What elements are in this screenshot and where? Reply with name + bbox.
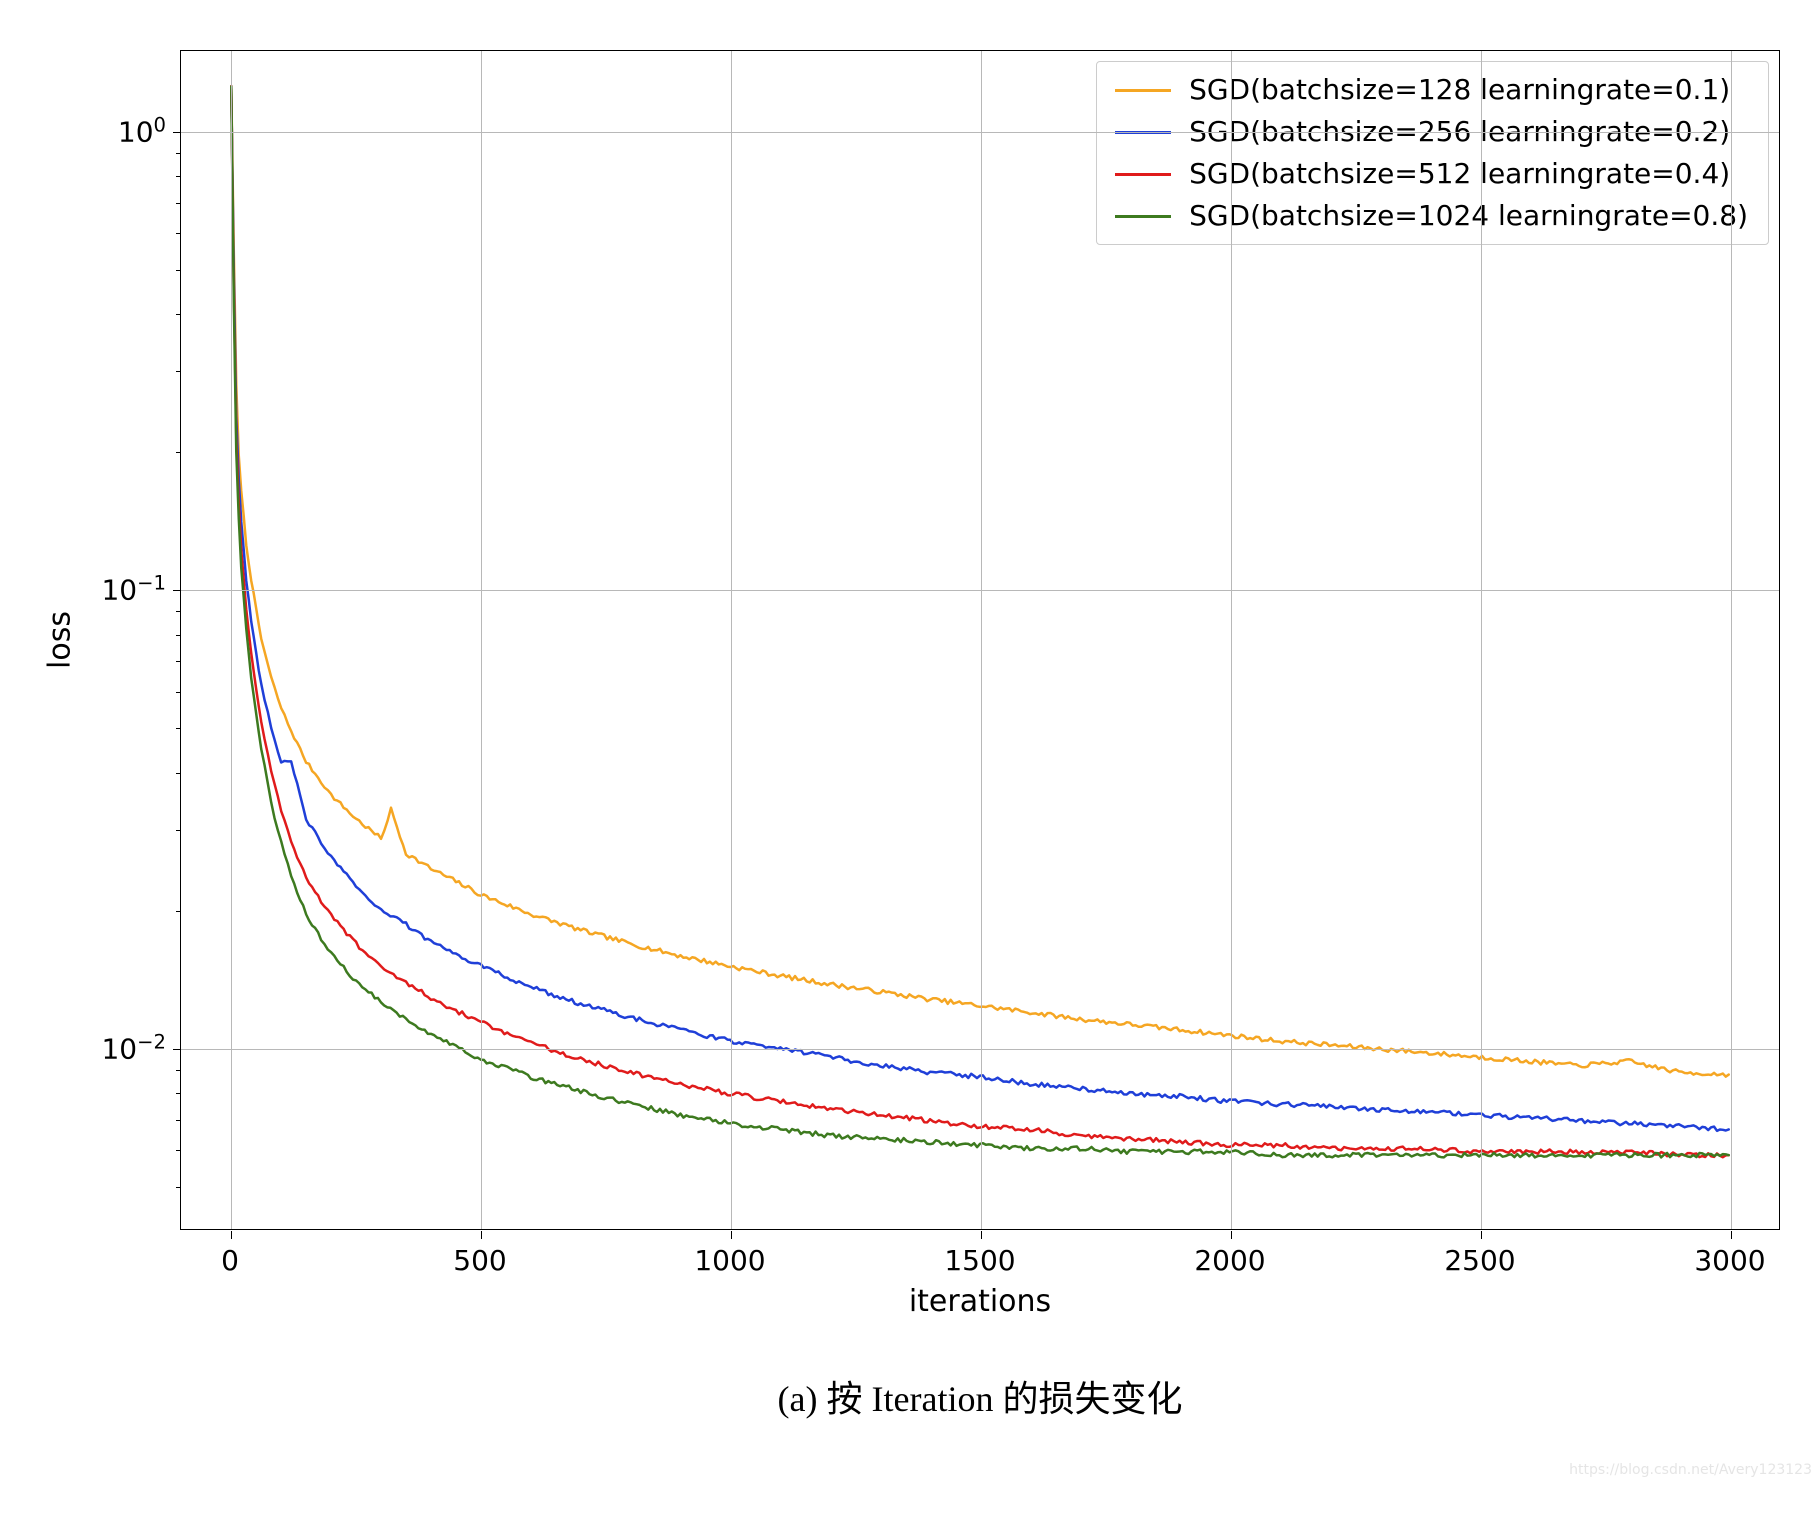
x-tick-label: 2500 [1444,1244,1515,1277]
plot-area: SGD(batchsize=128 learningrate=0.1) SGD(b… [180,50,1780,1230]
y-minor-tick-mark [176,452,181,453]
y-tick-mark [173,132,181,133]
legend-item: SGD(batchsize=512 learningrate=0.4) [1115,160,1748,188]
y-tick-label: 10−1 [96,571,166,606]
series-line-sgd-1024 [231,86,1728,1157]
y-minor-tick-mark [176,314,181,315]
y-tick-label: 100 [96,113,166,148]
y-tick-mark [173,590,181,591]
x-tick-label: 500 [453,1244,506,1277]
y-minor-tick-mark [176,1120,181,1121]
y-minor-tick-mark [176,728,181,729]
legend: SGD(batchsize=128 learningrate=0.1) SGD(b… [1096,61,1769,245]
y-minor-tick-mark [176,203,181,204]
y-minor-tick-mark [176,1187,181,1188]
x-tick-mark [731,1231,732,1239]
legend-item: SGD(batchsize=128 learningrate=0.1) [1115,76,1748,104]
y-tick-label: 10−2 [96,1030,166,1065]
grid-line-vertical [731,51,732,1229]
x-tick-label: 3000 [1694,1244,1765,1277]
y-minor-tick-mark [176,692,181,693]
y-minor-tick-mark [176,1093,181,1094]
legend-label: SGD(batchsize=1024 learningrate=0.8) [1189,202,1748,230]
y-minor-tick-mark [176,176,181,177]
y-tick-mark [173,1049,181,1050]
x-tick-label: 1500 [944,1244,1015,1277]
y-minor-tick-mark [176,233,181,234]
x-tick-label: 2000 [1194,1244,1265,1277]
y-minor-tick-mark [176,153,181,154]
x-axis-label: iterations [909,1284,1051,1319]
y-minor-tick-mark [176,661,181,662]
legend-label: SGD(batchsize=128 learningrate=0.1) [1189,76,1730,104]
x-tick-label: 1000 [694,1244,765,1277]
y-minor-tick-mark [176,830,181,831]
x-tick-mark [981,1231,982,1239]
legend-swatch [1115,89,1171,92]
y-minor-tick-mark [176,635,181,636]
y-minor-tick-mark [176,911,181,912]
x-tick-mark [481,1231,482,1239]
grid-line-vertical [1481,51,1482,1229]
y-minor-tick-mark [176,1070,181,1071]
legend-swatch [1115,173,1171,176]
grid-line-horizontal [181,590,1779,591]
grid-line-vertical [1731,51,1732,1229]
grid-line-horizontal [181,132,1779,133]
x-tick-mark [1731,1231,1732,1239]
figure-caption: (a) 按 Iteration 的损失变化 [778,1370,1183,1422]
series-line-sgd-512 [231,86,1728,1157]
y-minor-tick-mark [176,773,181,774]
grid-line-vertical [231,51,232,1229]
x-tick-label: 0 [221,1244,239,1277]
x-tick-mark [1481,1231,1482,1239]
grid-line-vertical [481,51,482,1229]
figure-container: SGD(batchsize=128 learningrate=0.1) SGD(b… [20,20,1812,1496]
grid-line-vertical [981,51,982,1229]
legend-label: SGD(batchsize=512 learningrate=0.4) [1189,160,1730,188]
x-tick-mark [231,1231,232,1239]
legend-item: SGD(batchsize=1024 learningrate=0.8) [1115,202,1748,230]
grid-line-vertical [1231,51,1232,1229]
y-minor-tick-mark [176,1150,181,1151]
x-tick-mark [1231,1231,1232,1239]
y-axis-label: loss [43,611,78,669]
y-minor-tick-mark [176,371,181,372]
y-minor-tick-mark [176,611,181,612]
y-minor-tick-mark [176,270,181,271]
legend-swatch [1115,215,1171,218]
grid-line-horizontal [181,1049,1779,1050]
